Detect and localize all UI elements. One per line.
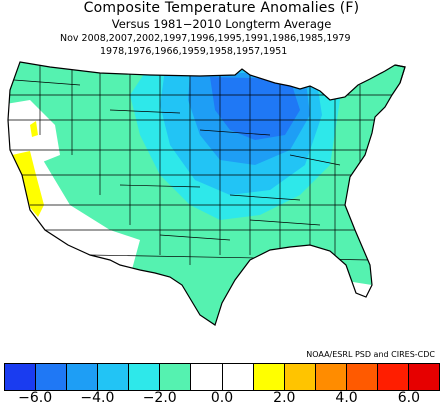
shading-warm-california xyxy=(12,151,44,217)
map-title: Composite Temperature Anomalies (F) xyxy=(83,0,360,16)
credit-line: NOAA/ESRL PSD and CIRES-CDC xyxy=(306,350,435,359)
scale-swatch xyxy=(315,364,347,390)
shading-warm-oregon xyxy=(30,121,38,137)
scale-tick-label: −6.0 xyxy=(18,390,53,406)
scale-swatch xyxy=(284,364,316,390)
scale-swatch xyxy=(98,364,130,390)
scale-tick-label: 2.0 xyxy=(273,390,296,406)
scale-swatch xyxy=(409,364,440,390)
scale-swatch xyxy=(191,364,223,390)
shading-dark-blue xyxy=(210,77,300,140)
shading-near-normal-northwest xyxy=(8,100,60,165)
scale-swatch xyxy=(36,364,68,390)
scale-swatch xyxy=(346,364,378,390)
scale-swatch xyxy=(253,364,285,390)
color-scale xyxy=(4,363,440,391)
scale-swatch xyxy=(160,364,192,390)
scale-swatch xyxy=(222,364,254,390)
scale-swatch xyxy=(129,364,161,390)
scale-swatch xyxy=(67,364,99,390)
shading-montana xyxy=(60,75,105,145)
map-subtitle: Versus 1981−2010 Longterm Average xyxy=(111,17,332,31)
scale-tick-label: 0.0 xyxy=(210,390,234,406)
scale-swatch xyxy=(5,364,37,390)
us-anomaly-map xyxy=(7,61,406,326)
scale-tick-label: −2.0 xyxy=(142,390,177,406)
scale-tick-label: −4.0 xyxy=(80,390,115,406)
color-scale-ticks: −6.0 −4.0 −2.0 0.0 2.0 4.0 6.0 xyxy=(4,391,440,405)
division-lines xyxy=(8,62,400,265)
years-line-1: Nov 2008,2007,2002,1997,1996,1995,1991,1… xyxy=(60,33,351,44)
scale-swatch xyxy=(377,364,410,390)
scale-tick-label: 6.0 xyxy=(397,390,420,406)
maine-coast xyxy=(394,64,406,84)
years-line-2: 1978,1976,1966,1959,1958,1957,1951 xyxy=(100,46,288,57)
scale-tick-label: 4.0 xyxy=(335,390,358,406)
